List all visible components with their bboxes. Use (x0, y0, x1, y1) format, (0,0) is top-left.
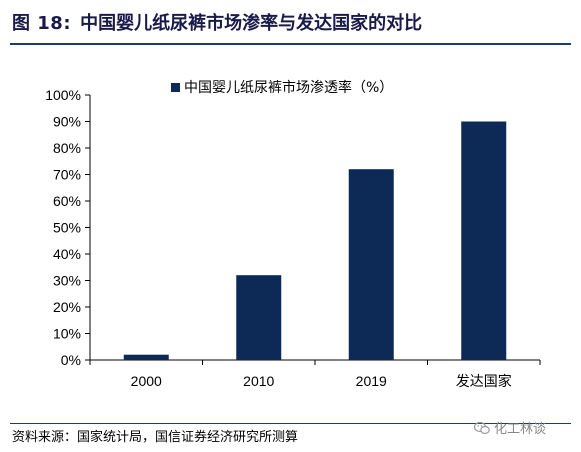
x-tick-label: 2000 (131, 373, 162, 389)
y-tick-label: 20% (53, 299, 81, 315)
title-rule (10, 43, 571, 45)
legend-swatch (171, 83, 180, 92)
y-tick-label: 50% (53, 220, 81, 236)
figure-title-text: 中国婴儿纸尿裤市场渗率与发达国家的对比 (80, 13, 423, 34)
y-tick-label: 100% (45, 87, 81, 103)
wechat-icon (474, 421, 490, 434)
y-tick-label: 30% (53, 273, 81, 289)
source-rule (10, 423, 571, 424)
legend-label: 中国婴儿纸尿裤市场渗透率（%） (184, 79, 393, 96)
y-tick-label: 70% (53, 167, 81, 183)
bar (461, 121, 507, 360)
watermark: 化工林谈 (474, 418, 546, 437)
bar (236, 275, 282, 360)
source-note: 资料来源：国家统计局，国信证券经济研究所测算 (12, 430, 299, 445)
y-tick-label: 40% (53, 246, 81, 262)
y-axis: 0% 10% 20% 30% 40% 50% 60% 70% 80% 90% 100% (45, 87, 91, 368)
figure-number: 图 18: (12, 13, 72, 34)
x-tick-label: 2019 (356, 373, 387, 389)
y-tick-label: 0% (61, 352, 81, 368)
y-tick-label: 60% (53, 193, 81, 209)
y-tick-label: 10% (53, 326, 81, 342)
x-tick-label: 2010 (243, 373, 274, 389)
bars (123, 121, 507, 360)
bar (123, 354, 169, 360)
y-tick-label: 90% (53, 114, 81, 130)
chart-legend: 中国婴儿纸尿裤市场渗透率（%） (171, 79, 393, 96)
bar (348, 169, 394, 360)
y-tick-label: 80% (53, 140, 81, 156)
watermark-text: 化工林谈 (494, 422, 547, 437)
x-axis: 2000 2010 2019 发达国家 (89, 359, 541, 389)
x-tick-label: 发达国家 (456, 373, 512, 389)
figure-title: 图 18: 中国婴儿纸尿裤市场渗率与发达国家的对比 (12, 9, 572, 39)
